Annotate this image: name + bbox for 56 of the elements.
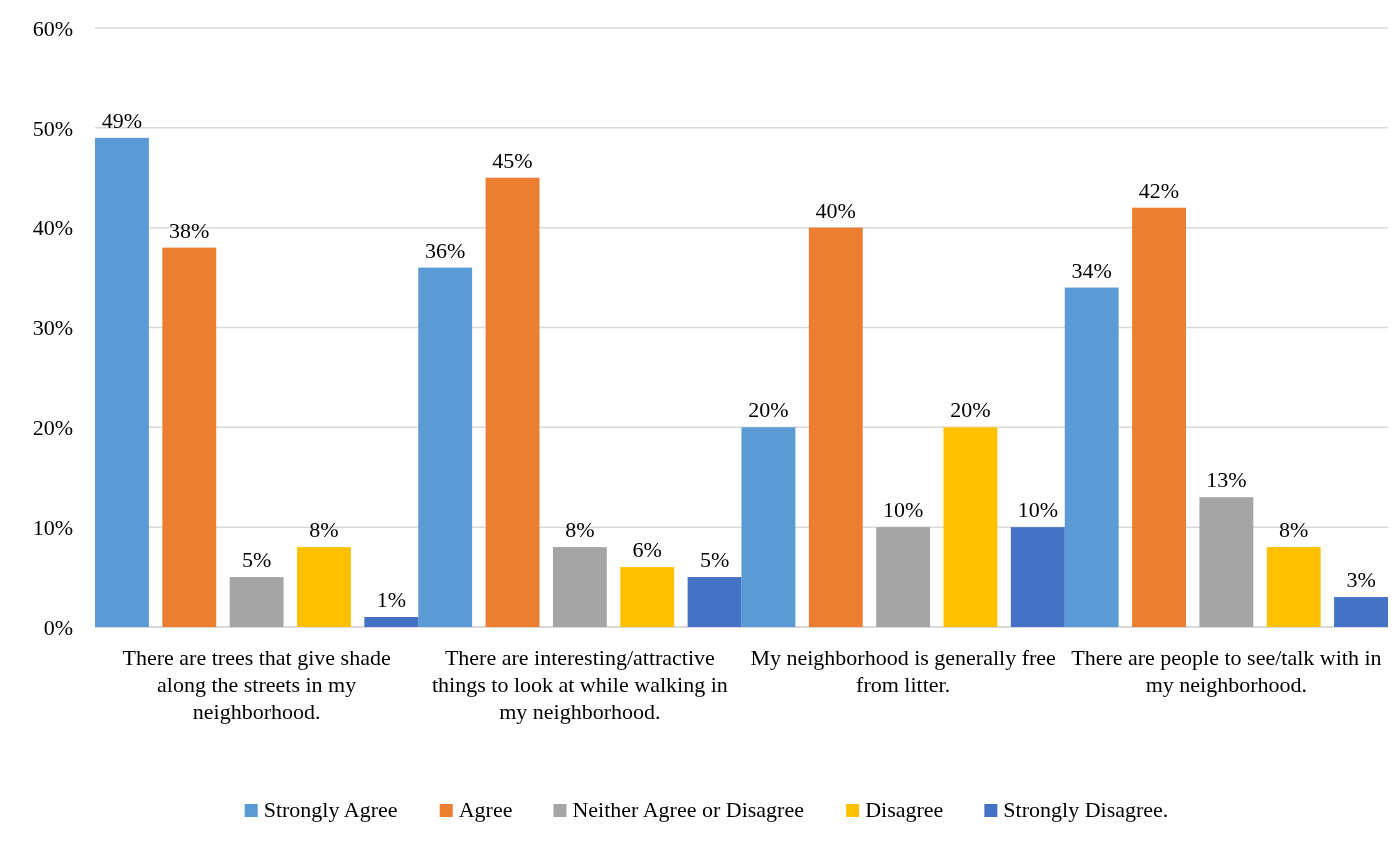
bar xyxy=(1132,207,1186,627)
data-label: 10% xyxy=(1017,497,1058,523)
data-label: 34% xyxy=(1071,257,1112,283)
y-tick-label: 0% xyxy=(43,614,73,640)
bar xyxy=(620,567,675,627)
bar xyxy=(229,577,284,627)
data-label: 6% xyxy=(632,537,662,563)
bar xyxy=(876,527,931,627)
bar xyxy=(741,427,796,627)
bar xyxy=(1266,547,1321,627)
data-label: 1% xyxy=(376,587,406,613)
bar xyxy=(552,547,607,627)
y-tick-label: 20% xyxy=(32,415,73,441)
bar xyxy=(687,577,742,627)
y-tick-label: 10% xyxy=(32,514,73,540)
x-tick-label: There are people to see/talk with in my neighborhood. xyxy=(1071,645,1382,697)
bar xyxy=(485,177,540,627)
data-label: 3% xyxy=(1346,567,1376,593)
legend-label: Agree xyxy=(458,797,513,822)
data-label: 45% xyxy=(492,147,533,173)
y-tick-label: 60% xyxy=(32,15,73,41)
bar xyxy=(364,617,419,627)
x-tick-label: My neighborhood is generally free from litter. xyxy=(750,645,1056,697)
bar xyxy=(1064,287,1119,627)
bar xyxy=(95,137,149,627)
data-label: 8% xyxy=(565,517,595,543)
bar xyxy=(162,247,217,627)
bar xyxy=(808,227,863,627)
data-label: 8% xyxy=(1279,517,1309,543)
data-label: 13% xyxy=(1206,467,1247,493)
legend-label: Strongly Disagree. xyxy=(1003,797,1169,822)
data-label: 8% xyxy=(309,517,339,543)
data-label: 49% xyxy=(101,107,143,133)
y-tick-label: 50% xyxy=(32,115,73,141)
data-label: 40% xyxy=(815,197,856,223)
data-label: 10% xyxy=(882,497,924,523)
y-tick-label: 30% xyxy=(32,315,73,341)
bar xyxy=(418,267,473,627)
x-tick-label: There are trees that give shade along the streets in my neighborhood. xyxy=(122,645,391,724)
bar xyxy=(943,427,998,627)
data-label: 42% xyxy=(1138,177,1180,203)
data-label: 36% xyxy=(425,237,466,263)
legend-label: Strongly Agree xyxy=(263,797,398,822)
bar xyxy=(1199,497,1254,627)
y-tick-label: 40% xyxy=(32,215,73,241)
bar xyxy=(1334,597,1388,627)
data-label: 20% xyxy=(950,397,991,423)
bar xyxy=(1010,527,1065,627)
data-label: 38% xyxy=(169,217,210,243)
data-label: 5% xyxy=(241,547,272,573)
data-label: 5% xyxy=(699,547,730,573)
legend-label: Neither Agree or Disagree xyxy=(572,797,804,822)
data-label: 20% xyxy=(748,397,789,423)
legend-label: Disagree xyxy=(865,797,944,822)
bar xyxy=(297,547,351,627)
x-tick-label: There are interesting/attractive things to look at while walking in my neighborhood. xyxy=(431,645,728,724)
